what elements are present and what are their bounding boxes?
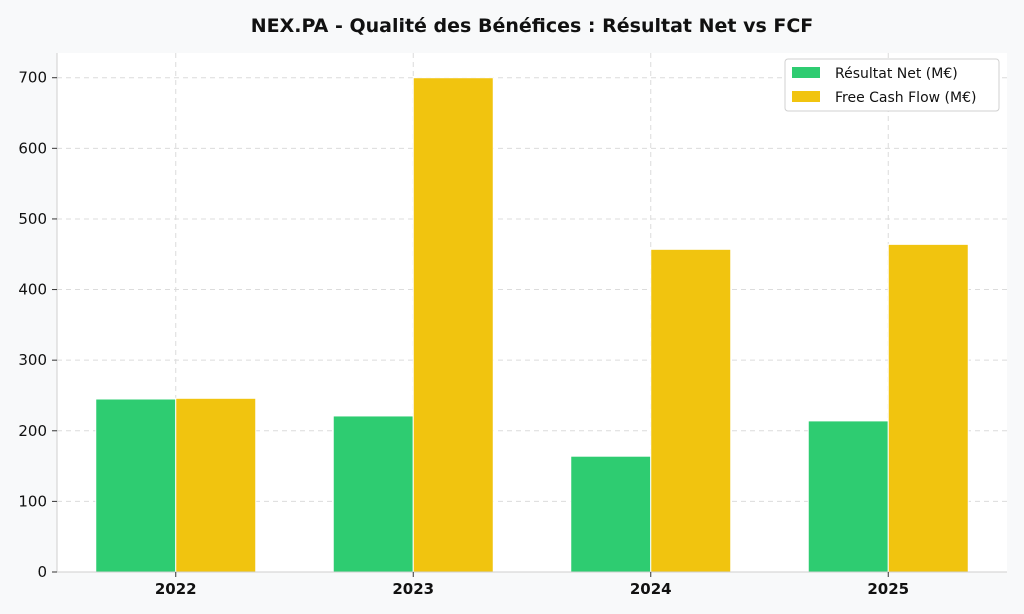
legend-label-resultat-net: Résultat Net (M€) xyxy=(835,66,958,82)
x-tick-label-2025: 2025 xyxy=(867,580,909,598)
x-tick-label-2022: 2022 xyxy=(155,580,197,598)
bar-resultat-net-2024 xyxy=(570,455,652,573)
legend: Résultat Net (M€) Free Cash Flow (M€) xyxy=(784,58,1000,112)
bars-layer xyxy=(95,77,969,573)
legend-swatch-free-cash-flow xyxy=(792,91,820,102)
ticks-layer: 0 100 200 300 400 500 600 700 2022 2023 2024 2025 xyxy=(18,69,909,598)
legend-swatch-resultat-net xyxy=(792,67,820,78)
bar-free-cash-flow-2025 xyxy=(887,243,969,573)
y-tick-label-100: 100 xyxy=(18,492,47,510)
bar-free-cash-flow-2024 xyxy=(650,248,732,573)
y-tick-label-700: 700 xyxy=(18,69,47,87)
y-tick-label-300: 300 xyxy=(18,351,47,369)
x-tick-label-2023: 2023 xyxy=(392,580,434,598)
bar-resultat-net-2025 xyxy=(807,420,889,573)
bar-resultat-net-2023 xyxy=(332,415,414,573)
y-tick-label-400: 400 xyxy=(18,281,47,299)
bar-free-cash-flow-2022 xyxy=(175,397,257,573)
bar-free-cash-flow-2023 xyxy=(412,77,494,573)
chart-title: NEX.PA - Qualité des Bénéfices : Résulta… xyxy=(251,15,814,37)
y-tick-label-200: 200 xyxy=(18,422,47,440)
legend-box xyxy=(784,58,1000,112)
legend-label-free-cash-flow: Free Cash Flow (M€) xyxy=(835,90,976,106)
x-tick-label-2024: 2024 xyxy=(630,580,672,598)
y-tick-label-500: 500 xyxy=(18,210,47,228)
y-tick-label-0: 0 xyxy=(37,563,47,581)
y-tick-label-600: 600 xyxy=(18,139,47,157)
bar-resultat-net-2022 xyxy=(95,398,177,573)
axes-layer xyxy=(56,53,1007,573)
